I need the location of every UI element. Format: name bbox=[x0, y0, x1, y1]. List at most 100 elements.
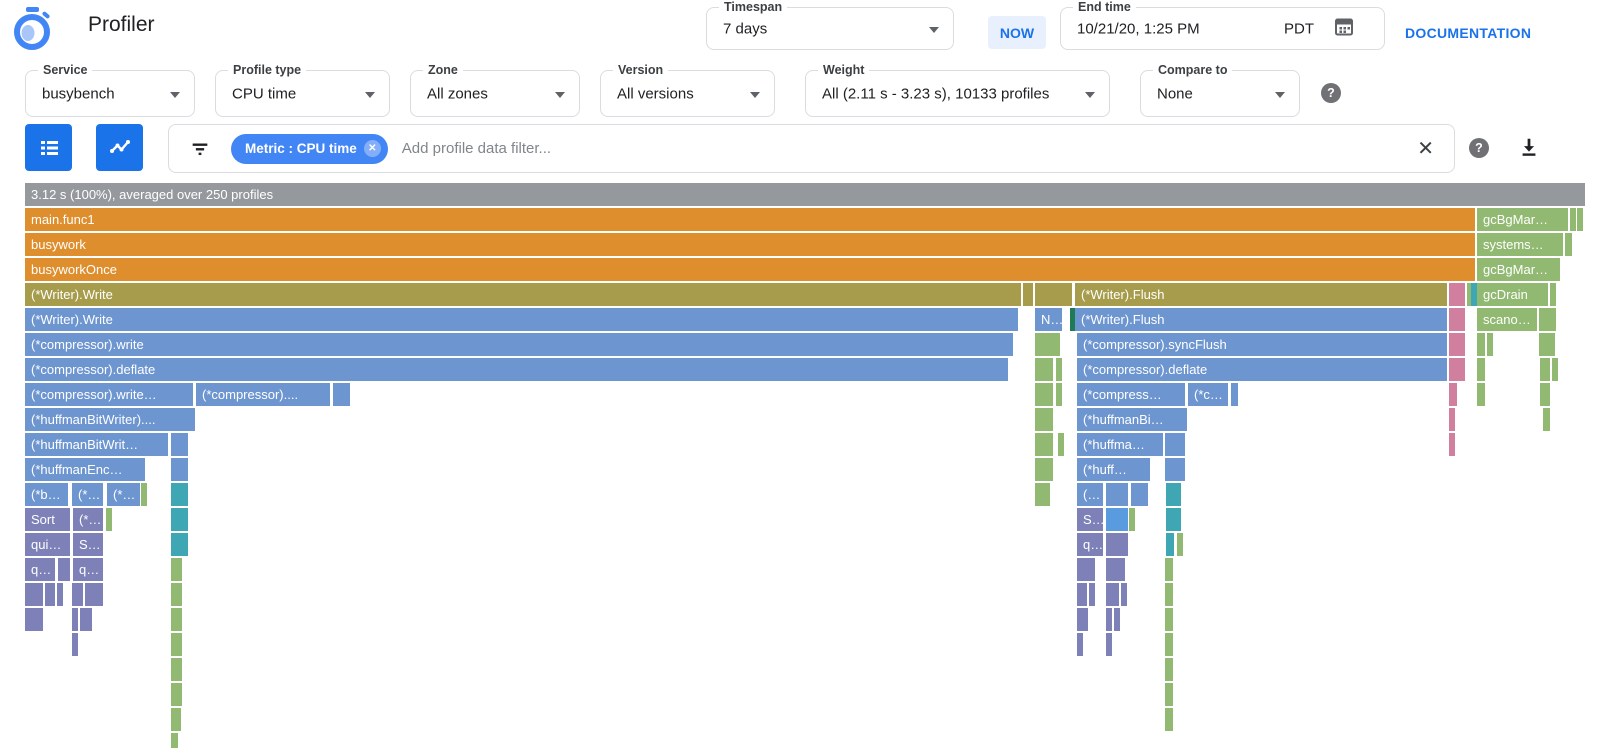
flame-segment[interactable] bbox=[29, 608, 35, 631]
zone-select[interactable]: Zone All zones bbox=[410, 63, 580, 117]
flame-segment[interactable] bbox=[33, 608, 39, 631]
flame-segment[interactable] bbox=[57, 583, 63, 606]
flame-segment[interactable] bbox=[1487, 333, 1493, 356]
flame-segment[interactable] bbox=[171, 708, 181, 731]
flame-segment[interactable] bbox=[25, 583, 43, 606]
flame-segment[interactable] bbox=[1035, 408, 1053, 431]
flame-segment[interactable] bbox=[1165, 608, 1173, 631]
flame-segment[interactable] bbox=[1166, 483, 1181, 506]
now-button[interactable]: NOW bbox=[988, 16, 1046, 49]
flame-segment[interactable]: qui… bbox=[25, 533, 70, 556]
flame-segment[interactable]: q… bbox=[25, 558, 55, 581]
flame-segment[interactable]: main.func1 bbox=[25, 208, 1475, 231]
flame-segment[interactable]: (*compressor).deflate bbox=[25, 358, 1008, 381]
flame-segment[interactable] bbox=[1449, 308, 1465, 331]
flame-segment[interactable] bbox=[72, 633, 78, 656]
flame-segment[interactable]: (*huffmanBitWrit… bbox=[25, 433, 168, 456]
flame-segment[interactable] bbox=[1449, 383, 1457, 406]
flame-segment[interactable] bbox=[1165, 558, 1173, 581]
profile-data-filter-input[interactable] bbox=[401, 140, 1406, 157]
calendar-icon[interactable] bbox=[1334, 16, 1354, 41]
flame-segment[interactable] bbox=[1077, 558, 1095, 581]
timespan-select[interactable]: Timespan 7 days bbox=[706, 0, 954, 50]
flame-segment[interactable] bbox=[1035, 433, 1053, 456]
flame-segment[interactable] bbox=[1449, 433, 1455, 456]
flame-segment[interactable] bbox=[80, 608, 92, 631]
flame-segment[interactable]: (*huffmanEnc… bbox=[25, 458, 145, 481]
flame-segment[interactable] bbox=[1106, 483, 1128, 506]
flame-segment[interactable]: (*Writer).Flush bbox=[1075, 308, 1447, 331]
flame-segment[interactable] bbox=[1077, 633, 1083, 656]
flame-segment[interactable] bbox=[1539, 333, 1555, 356]
flame-segment[interactable] bbox=[1035, 358, 1053, 381]
flame-segment[interactable] bbox=[1565, 233, 1572, 256]
flame-segment[interactable]: busywork bbox=[25, 233, 1475, 256]
compare-to-select[interactable]: Compare to None bbox=[1140, 63, 1300, 117]
flame-segment[interactable] bbox=[1177, 533, 1183, 556]
flame-segment[interactable] bbox=[1577, 208, 1583, 231]
flame-segment[interactable] bbox=[171, 558, 182, 581]
flame-segment[interactable] bbox=[1035, 458, 1053, 481]
flame-segment[interactable] bbox=[1106, 583, 1119, 606]
flame-segment[interactable] bbox=[1449, 283, 1465, 306]
flame-segment[interactable]: (*huffmanBitWriter).... bbox=[25, 408, 195, 431]
flame-segment[interactable]: (*compressor).syncFlush bbox=[1077, 333, 1447, 356]
flame-segment[interactable] bbox=[1550, 283, 1556, 306]
chip-remove-icon[interactable]: ✕ bbox=[363, 140, 381, 157]
flame-segment[interactable] bbox=[1231, 383, 1238, 406]
download-icon[interactable] bbox=[1518, 136, 1540, 163]
flame-segment[interactable] bbox=[171, 458, 188, 481]
flame-segment[interactable] bbox=[1477, 383, 1485, 406]
flame-segment[interactable] bbox=[106, 508, 112, 531]
flame-segment[interactable]: (*… bbox=[107, 483, 140, 506]
flame-segment[interactable] bbox=[1023, 283, 1033, 306]
flame-segment[interactable] bbox=[1467, 283, 1473, 306]
flame-segment[interactable] bbox=[1165, 433, 1185, 456]
version-select[interactable]: Version All versions bbox=[600, 63, 775, 117]
flame-segment[interactable]: gcBgMar… bbox=[1477, 258, 1560, 281]
flame-graph[interactable]: 3.12 s (100%), averaged over 250 profile… bbox=[0, 183, 1600, 748]
flame-segment[interactable] bbox=[1106, 508, 1128, 531]
flame-segment[interactable] bbox=[1106, 633, 1112, 656]
flame-segment[interactable] bbox=[1035, 483, 1050, 506]
flame-segment[interactable] bbox=[1539, 308, 1556, 331]
help-icon[interactable]: ? bbox=[1469, 138, 1489, 158]
flame-segment[interactable] bbox=[58, 558, 70, 581]
flame-segment[interactable] bbox=[1114, 608, 1120, 631]
flame-segment[interactable]: S… bbox=[73, 533, 103, 556]
flame-segment[interactable] bbox=[1165, 708, 1173, 731]
flame-segment[interactable] bbox=[1477, 358, 1485, 381]
flame-segment[interactable]: 3.12 s (100%), averaged over 250 profile… bbox=[25, 183, 1585, 206]
flame-segment[interactable] bbox=[1165, 583, 1173, 606]
flame-segment[interactable]: (*Writer).Write bbox=[25, 283, 1021, 306]
flame-segment[interactable]: systems… bbox=[1477, 233, 1563, 256]
flame-segment[interactable] bbox=[1165, 658, 1173, 681]
end-time-field[interactable]: End time 10/21/20, 1:25 PM PDT bbox=[1060, 0, 1385, 50]
flame-segment[interactable] bbox=[1166, 508, 1181, 531]
flame-segment[interactable]: (*compress… bbox=[1077, 383, 1185, 406]
flame-segment[interactable] bbox=[171, 433, 188, 456]
flame-segment[interactable] bbox=[141, 483, 147, 506]
flame-segment[interactable]: q… bbox=[1077, 533, 1103, 556]
flame-segment[interactable] bbox=[85, 583, 103, 606]
flame-segment[interactable] bbox=[1540, 383, 1550, 406]
flame-segment[interactable]: (*c… bbox=[1188, 383, 1228, 406]
flame-segment[interactable]: N… bbox=[1035, 308, 1062, 331]
service-select[interactable]: Service busybench bbox=[25, 63, 195, 117]
flame-segment[interactable] bbox=[171, 633, 182, 656]
flame-segment[interactable] bbox=[1131, 483, 1148, 506]
flame-segment[interactable] bbox=[1471, 283, 1477, 306]
flame-segment[interactable] bbox=[171, 583, 182, 606]
flame-segment[interactable]: (*b… bbox=[25, 483, 68, 506]
flame-segment[interactable]: (*Writer).Flush bbox=[1075, 283, 1447, 306]
flame-segment[interactable]: (*compressor).write… bbox=[25, 383, 193, 406]
flame-segment[interactable]: (… bbox=[1077, 483, 1103, 506]
flame-segment[interactable]: gcBgMar… bbox=[1477, 208, 1568, 231]
flame-segment[interactable] bbox=[1077, 608, 1083, 631]
flame-segment[interactable] bbox=[171, 483, 188, 506]
flame-segment[interactable] bbox=[171, 733, 178, 748]
flame-segment[interactable]: (*huff… bbox=[1077, 458, 1150, 481]
flame-segment[interactable] bbox=[333, 383, 350, 406]
flame-segment[interactable] bbox=[1449, 333, 1465, 356]
flame-segment[interactable] bbox=[1570, 208, 1576, 231]
